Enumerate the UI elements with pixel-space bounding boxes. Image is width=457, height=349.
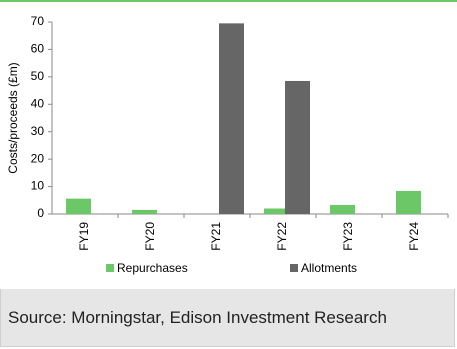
bar [396,190,421,214]
y-axis-label: Costs/proceeds (£m) [6,62,20,173]
bar [285,80,310,214]
x-tick-label: FY22 [275,222,289,251]
x-tick-label: FY20 [143,222,157,251]
y-tick-label: 10 [31,179,45,193]
bar [219,23,244,214]
y-tick-label: 30 [31,124,45,138]
bar [330,204,355,214]
chart: Costs/proceeds (£m) 0 10 20 30 40 50 60 70 FY19 F… [0,0,457,275]
y-tick-label: 40 [31,96,45,110]
y-tick-label: 0 [37,206,44,220]
legend-label: Repurchases [117,261,188,275]
legend-swatch [290,264,298,272]
source-note: Source: Morningstar, Edison Investment R… [0,289,455,347]
x-tick-label: FY24 [407,222,421,251]
bar [66,198,91,214]
x-tick-label: FY19 [77,222,91,251]
legend-label: Allotments [301,261,357,275]
bar [132,209,157,214]
y-tick-label: 60 [31,42,45,56]
x-tick-label: FY21 [209,222,223,251]
legend-swatch [106,264,114,272]
y-tick-label: 70 [31,14,45,28]
y-tick-label: 20 [31,151,45,165]
bar [264,208,289,214]
x-tick-label: FY23 [341,222,355,251]
y-tick-label: 50 [31,69,45,83]
